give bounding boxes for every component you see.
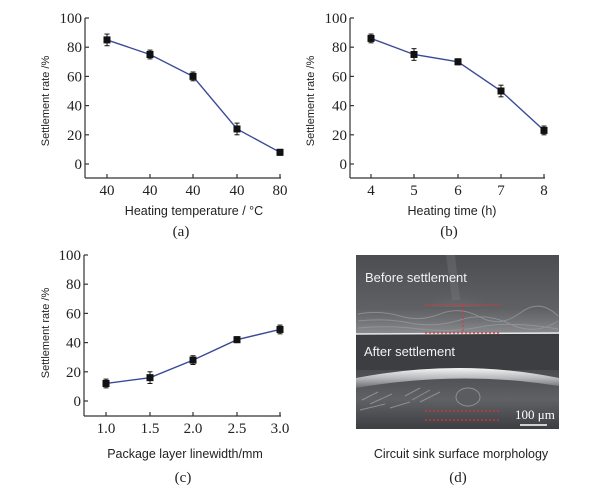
y-ticks: 0 20 40 60 80 100 <box>60 11 89 173</box>
x-tick-label: 1.5 <box>141 421 160 437</box>
x-tick-label: 80 <box>273 183 288 199</box>
data-series <box>102 324 284 389</box>
x-tick-label: 40 <box>143 183 158 199</box>
panel-label: (b) <box>440 224 458 240</box>
x-tick-label: 40 <box>230 183 245 199</box>
data-point-marker <box>146 51 154 58</box>
data-point-marker <box>189 72 197 80</box>
y-ticks: 0 20 40 60 80 100 <box>325 11 354 173</box>
y-tick-label: 100 <box>60 11 83 27</box>
x-axis-label: Package layer linewidth/mm <box>107 447 263 461</box>
x-tick-label: 40 <box>100 183 115 199</box>
x-tick-label: 1.0 <box>97 421 116 437</box>
data-point-marker <box>276 148 284 156</box>
y-tick-label: 60 <box>67 69 82 85</box>
x-tick-label: 8 <box>540 183 548 199</box>
x-ticks: 1.0 1.5 2.0 2.5 3.0 <box>97 412 290 437</box>
panel-label: (a) <box>173 224 190 240</box>
y-tick-label: 20 <box>67 128 82 144</box>
data-point-marker <box>146 374 154 382</box>
data-point-marker <box>454 58 462 66</box>
y-tick-label: 80 <box>332 40 347 56</box>
sem-fiber-cross-section <box>455 387 481 407</box>
y-tick-label: 80 <box>66 277 81 293</box>
y-tick-label: 60 <box>66 306 81 322</box>
y-tick-label: 40 <box>332 99 347 115</box>
data-point-marker <box>276 325 284 333</box>
scale-bar-label: 100 μm <box>515 407 555 422</box>
data-point-marker <box>367 34 375 42</box>
panel-label: (d) <box>449 470 467 486</box>
panel-d-caption: Circuit sink surface morphology <box>374 447 549 461</box>
x-tick-label: 40 <box>186 183 201 199</box>
y-tick-label: 20 <box>66 365 81 381</box>
y-tick-label: 100 <box>59 248 82 264</box>
y-ticks: 0 20 40 60 80 100 <box>59 248 88 410</box>
panel-a-chart: 0 20 40 60 80 100 40 40 40 40 80 Settlement rate … <box>40 11 288 240</box>
data-point-marker <box>540 126 548 134</box>
panel-d-micrograph: Before settlement After settlement 100 μ… <box>355 255 560 486</box>
x-ticks: 40 40 40 40 80 <box>100 174 288 199</box>
y-tick-label: 0 <box>340 157 348 173</box>
data-point-marker <box>497 87 505 95</box>
x-tick-label: 2.0 <box>184 421 203 437</box>
data-series <box>367 33 548 136</box>
x-tick-label: 5 <box>410 183 418 199</box>
data-series <box>103 33 284 156</box>
y-tick-label: 100 <box>325 11 348 27</box>
sem-texture <box>357 305 559 332</box>
x-tick-label: 3.0 <box>271 421 290 437</box>
y-tick-label: 40 <box>66 336 81 352</box>
x-tick-label: 7 <box>497 183 505 199</box>
y-tick-label: 60 <box>332 69 347 85</box>
y-axis-label: Settlement rate /% <box>40 56 52 147</box>
y-axis-label: Settlement rate /% <box>40 288 52 379</box>
x-tick-label: 6 <box>454 183 462 199</box>
data-point-marker <box>410 51 418 58</box>
y-tick-label: 80 <box>67 40 82 56</box>
x-ticks: 4 5 6 7 8 <box>367 174 548 199</box>
data-point-marker <box>233 125 241 133</box>
y-tick-label: 0 <box>74 394 82 410</box>
panel-label: (c) <box>175 470 192 486</box>
data-point-marker <box>233 336 241 344</box>
sem-bright-arc <box>356 368 559 388</box>
x-tick-label: 4 <box>367 183 375 199</box>
x-axis-label: Heating temperature / °C <box>125 204 263 218</box>
data-point-marker <box>103 36 111 44</box>
y-tick-label: 20 <box>332 128 347 144</box>
data-point-marker <box>189 356 197 364</box>
y-tick-label: 40 <box>67 99 82 115</box>
panel-c-chart: 0 20 40 60 80 100 1.0 1.5 2.0 2.5 3.0 Settlement … <box>40 248 289 486</box>
sem-after-band <box>356 336 559 370</box>
y-axis-label: Settlement rate /% <box>305 56 317 147</box>
x-axis-label: Heating time (h) <box>408 204 497 218</box>
after-settlement-label: After settlement <box>364 344 455 359</box>
sem-streak <box>446 255 460 300</box>
sem-fiber-texture <box>359 387 441 411</box>
before-settlement-label: Before settlement <box>365 270 467 285</box>
panel-b-chart: 0 20 40 60 80 100 4 5 6 7 8 Settlement rate /% He… <box>305 11 548 240</box>
y-tick-label: 0 <box>75 157 83 173</box>
x-tick-label: 2.5 <box>228 421 247 437</box>
data-point-marker <box>102 379 110 387</box>
